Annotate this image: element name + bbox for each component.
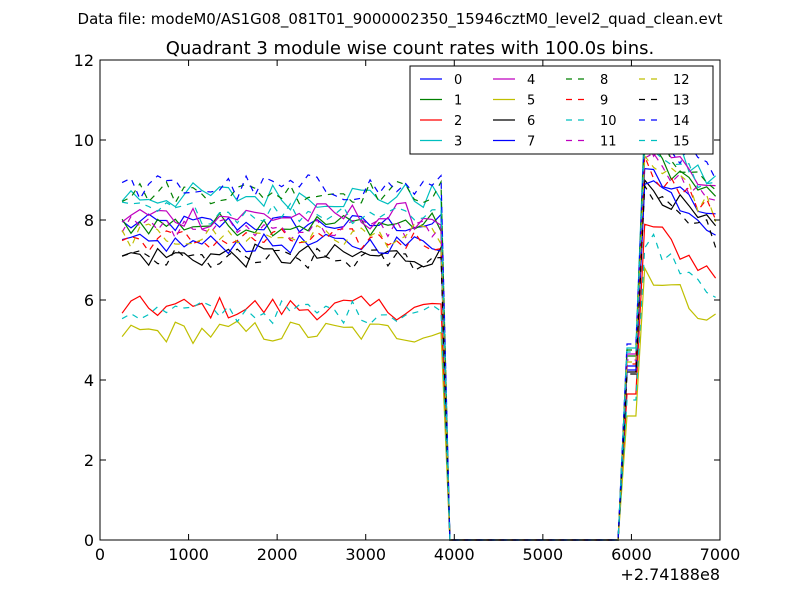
legend-label-15: 15: [673, 135, 690, 150]
y-tick-label: 2: [84, 451, 94, 470]
legend-label-5: 5: [527, 94, 535, 109]
x-tick-label: 5000: [522, 545, 563, 564]
x-tick-label: 0: [95, 545, 105, 564]
y-tick-label: 12: [74, 51, 94, 70]
x-axis: 0 1000 2000 3000 4000 5000 6000 7000: [95, 60, 740, 564]
legend-label-13: 13: [673, 94, 690, 109]
x-offset-label: +2.74188e8: [620, 565, 720, 584]
series-line-3: [121, 118, 716, 541]
legend-label-10: 10: [600, 114, 617, 129]
legend-label-6: 6: [527, 114, 535, 129]
x-tick-label: 4000: [434, 545, 475, 564]
series-line-13: [121, 183, 717, 541]
y-tick-label: 6: [84, 291, 94, 310]
legend-label-8: 8: [600, 73, 608, 88]
x-tick-label: 1000: [168, 545, 209, 564]
legend-label-9: 9: [600, 94, 608, 109]
series-line-14: [121, 125, 717, 541]
x-tick-label: 7000: [700, 545, 741, 564]
legend-label-12: 12: [673, 73, 690, 88]
legend-label-14: 14: [673, 114, 690, 129]
y-tick-label: 8: [84, 211, 94, 230]
legend-label-0: 0: [454, 73, 462, 88]
plot-lines: [121, 118, 717, 541]
y-tick-label: 10: [74, 131, 94, 150]
y-tick-label: 0: [84, 531, 94, 550]
series-line-8: [121, 126, 716, 541]
legend-label-3: 3: [454, 135, 462, 150]
legend-label-4: 4: [527, 73, 535, 88]
x-tick-label: 6000: [611, 545, 652, 564]
legend-label-11: 11: [600, 135, 617, 150]
series-line-11: [121, 152, 716, 541]
figure-suptitle: Data file: modeM0/AS1G08_081T01_90000023…: [78, 10, 723, 29]
chart-title: Quadrant 3 module wise count rates with …: [166, 38, 655, 59]
y-tick-label: 4: [84, 371, 94, 390]
legend-label-2: 2: [454, 114, 462, 129]
legend-box: [409, 65, 714, 155]
x-tick-label: 2000: [257, 545, 298, 564]
legend-label-1: 1: [454, 94, 462, 109]
x-tick-label: 3000: [345, 545, 386, 564]
series-line-9: [121, 155, 717, 541]
legend-label-7: 7: [527, 135, 535, 150]
